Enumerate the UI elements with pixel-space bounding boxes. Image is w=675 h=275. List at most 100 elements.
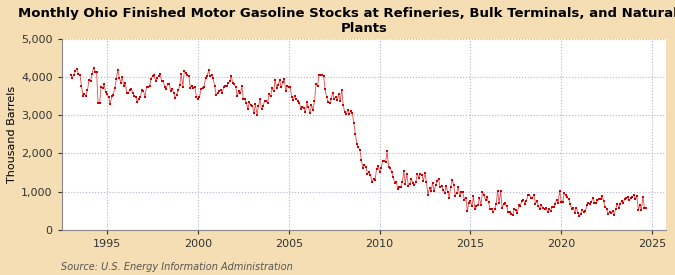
- Point: [236, 84, 247, 89]
- Point: [591, 200, 601, 205]
- Point: [581, 203, 592, 207]
- Point: [261, 99, 271, 103]
- Point: [559, 191, 570, 195]
- Point: [103, 95, 114, 100]
- Point: [148, 73, 159, 77]
- Point: [185, 86, 196, 90]
- Point: [518, 198, 529, 202]
- Point: [347, 111, 358, 116]
- Point: [106, 94, 117, 98]
- Point: [304, 111, 315, 116]
- Point: [327, 91, 338, 95]
- Point: [235, 91, 246, 95]
- Point: [398, 169, 409, 173]
- Point: [76, 83, 87, 88]
- Point: [446, 185, 456, 189]
- Point: [129, 93, 140, 98]
- Point: [359, 163, 370, 167]
- Point: [418, 178, 429, 183]
- Point: [333, 92, 344, 97]
- Point: [211, 93, 221, 97]
- Point: [229, 82, 240, 87]
- Point: [391, 179, 402, 184]
- Point: [595, 197, 606, 201]
- Point: [215, 88, 226, 92]
- Point: [577, 208, 588, 212]
- Point: [290, 93, 300, 98]
- Point: [508, 213, 518, 217]
- Point: [441, 184, 452, 188]
- Point: [276, 85, 287, 90]
- Point: [620, 197, 630, 201]
- Point: [303, 105, 314, 110]
- Point: [495, 189, 506, 193]
- Point: [273, 82, 284, 87]
- Point: [323, 100, 333, 104]
- Point: [585, 201, 595, 206]
- Point: [609, 213, 620, 218]
- Point: [314, 73, 325, 77]
- Point: [352, 142, 362, 146]
- Point: [178, 84, 188, 89]
- Point: [212, 90, 223, 95]
- Point: [232, 94, 243, 98]
- Point: [424, 186, 435, 190]
- Point: [512, 211, 522, 215]
- Point: [568, 206, 578, 210]
- Point: [604, 210, 615, 214]
- Point: [506, 212, 516, 216]
- Point: [348, 121, 359, 125]
- Point: [503, 210, 514, 214]
- Point: [118, 84, 129, 89]
- Point: [197, 86, 208, 90]
- Point: [574, 214, 585, 218]
- Point: [164, 81, 175, 86]
- Point: [616, 199, 627, 203]
- Point: [298, 105, 309, 110]
- Point: [633, 207, 644, 212]
- Point: [192, 97, 203, 101]
- Point: [545, 209, 556, 214]
- Point: [152, 76, 163, 81]
- Point: [79, 92, 90, 96]
- Point: [353, 145, 364, 150]
- Point: [254, 97, 265, 101]
- Point: [226, 74, 237, 78]
- Point: [465, 199, 476, 204]
- Point: [433, 177, 444, 181]
- Point: [480, 198, 491, 202]
- Point: [78, 94, 88, 98]
- Point: [627, 195, 638, 199]
- Point: [161, 87, 171, 91]
- Point: [637, 194, 648, 199]
- Point: [135, 95, 146, 99]
- Point: [429, 189, 439, 193]
- Point: [520, 202, 531, 206]
- Point: [312, 84, 323, 88]
- Point: [442, 190, 453, 194]
- Point: [258, 104, 269, 108]
- Point: [379, 159, 389, 163]
- Point: [622, 195, 633, 199]
- Point: [631, 194, 642, 199]
- Point: [300, 110, 310, 114]
- Point: [194, 95, 205, 99]
- Point: [430, 183, 441, 188]
- Point: [338, 103, 349, 108]
- Point: [240, 97, 250, 102]
- Point: [96, 84, 107, 89]
- Point: [536, 203, 547, 208]
- Point: [615, 202, 626, 206]
- Point: [86, 72, 97, 76]
- Point: [592, 198, 603, 203]
- Point: [527, 196, 538, 200]
- Point: [122, 91, 132, 95]
- Point: [452, 191, 462, 195]
- Point: [99, 82, 109, 87]
- Point: [74, 73, 85, 77]
- Point: [134, 97, 144, 101]
- Point: [639, 206, 650, 210]
- Point: [367, 180, 377, 184]
- Point: [470, 207, 481, 211]
- Point: [641, 206, 651, 210]
